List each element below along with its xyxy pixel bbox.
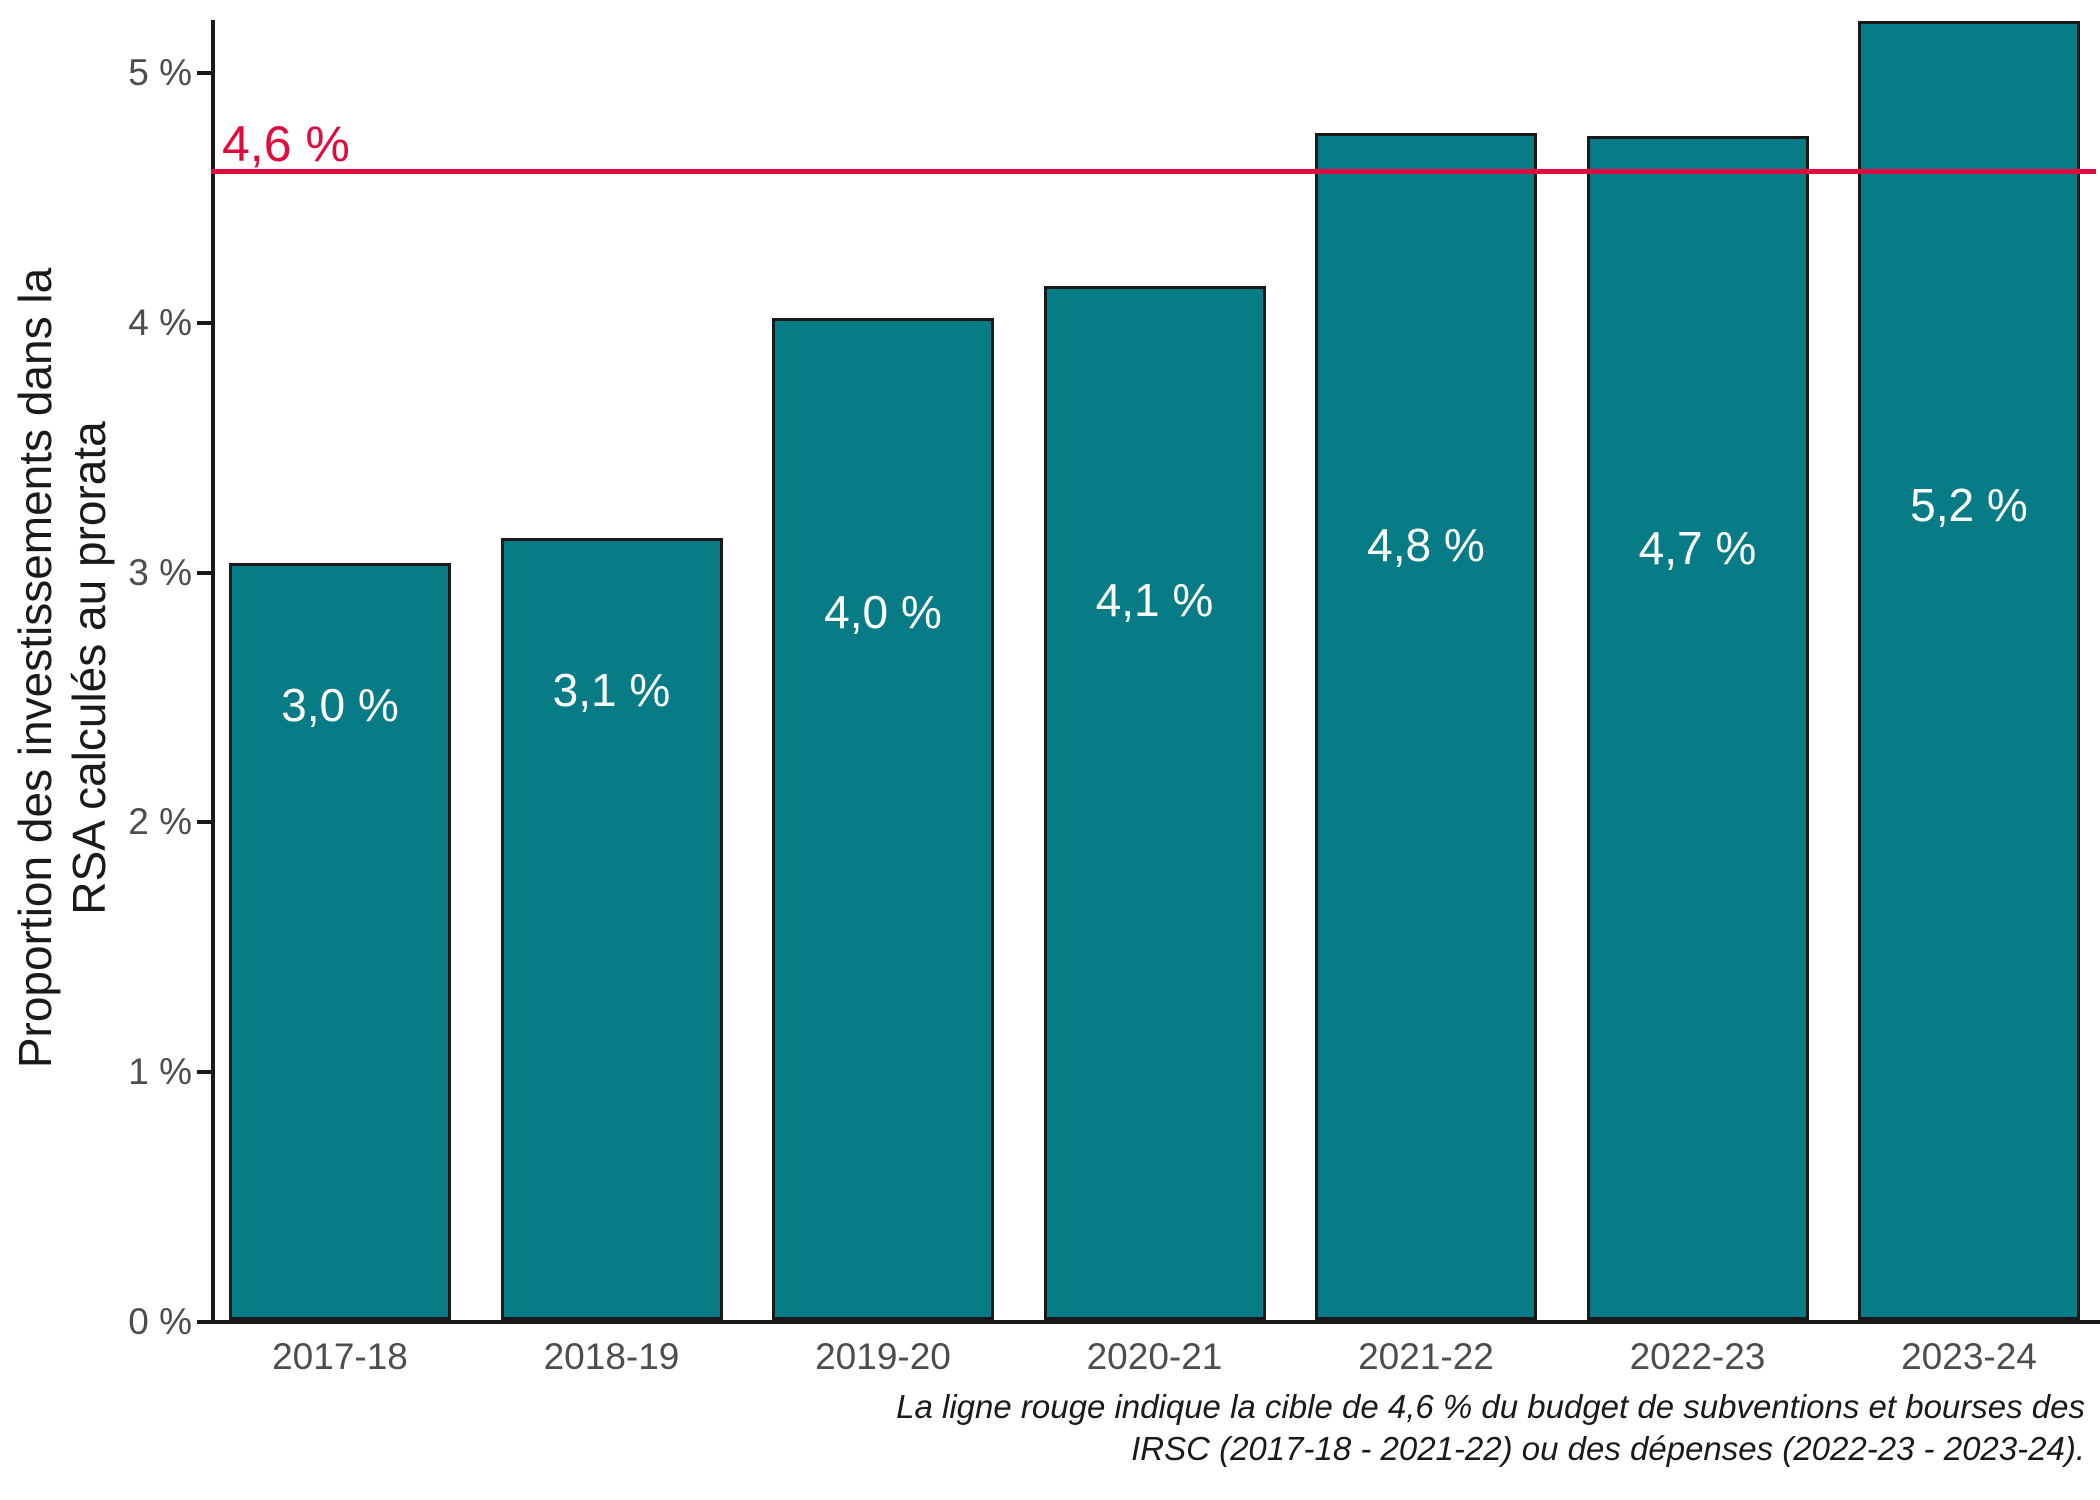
y-axis-title-line-2: RSA calculés au prorata	[63, 421, 115, 915]
bar-value-label: 3,0 %	[281, 679, 399, 732]
caption-line-2: IRSC (2017-18 - 2021-22) ou des dépenses…	[1131, 1430, 2085, 1467]
bar: 4,1 %	[1043, 285, 1266, 1320]
y-tick-mark	[197, 570, 211, 575]
bar: 5,2 %	[1858, 21, 2080, 1320]
x-tick-label: 2018-19	[543, 1336, 680, 1377]
caption-line-1: La ligne rouge indique la cible de 4,6 %…	[896, 1388, 2085, 1425]
x-axis-line	[211, 1320, 2100, 1324]
y-tick-label: 2 %	[128, 801, 192, 843]
caption: La ligne rouge indique la cible de 4,6 %…	[896, 1386, 2085, 1470]
y-axis-line	[211, 20, 215, 1324]
bar-value-label: 4,0 %	[824, 586, 942, 639]
bar-value-label: 4,1 %	[1095, 573, 1214, 626]
y-tick-mark	[197, 320, 211, 325]
x-tick-label: 2017-18	[272, 1336, 408, 1377]
target-line	[211, 168, 2096, 174]
y-tick-mark	[197, 1070, 211, 1075]
x-tick-label: 2019-20	[815, 1336, 951, 1377]
y-axis-title-line-1: Proportion des investissements dans la	[9, 267, 61, 1069]
bar-value-label: 3,1 %	[552, 664, 671, 717]
x-tick-label: 2022-23	[1629, 1336, 1766, 1377]
x-tick-label: 2021-22	[1358, 1336, 1494, 1377]
bar-value-label: 4,7 %	[1638, 521, 1757, 574]
bar: 4,0 %	[772, 318, 994, 1320]
y-tick-label: 5 %	[128, 52, 192, 93]
x-tick-label: 2023-24	[1901, 1336, 2037, 1377]
bar: 3,0 %	[229, 563, 451, 1320]
bar: 4,7 %	[1586, 135, 1809, 1320]
bar-value-label: 5,2 %	[1910, 479, 2028, 532]
y-tick-mark	[197, 71, 211, 75]
bar-value-label: 4,8 %	[1367, 519, 1485, 572]
y-tick-label: 0 %	[128, 1301, 192, 1342]
y-tick-mark	[197, 820, 211, 825]
y-tick-label: 1 %	[128, 1051, 192, 1093]
y-tick-label: 3 %	[128, 551, 192, 593]
x-tick-label: 2020-21	[1086, 1336, 1223, 1377]
bar: 4,8 %	[1315, 133, 1537, 1320]
y-tick-mark	[197, 1320, 211, 1324]
y-axis-title: Proportion des investissements dans la R…	[8, 0, 116, 1368]
target-line-label: 4,6 %	[222, 115, 350, 172]
y-tick-label: 4 %	[128, 301, 192, 343]
bar: 3,1 %	[500, 538, 723, 1320]
